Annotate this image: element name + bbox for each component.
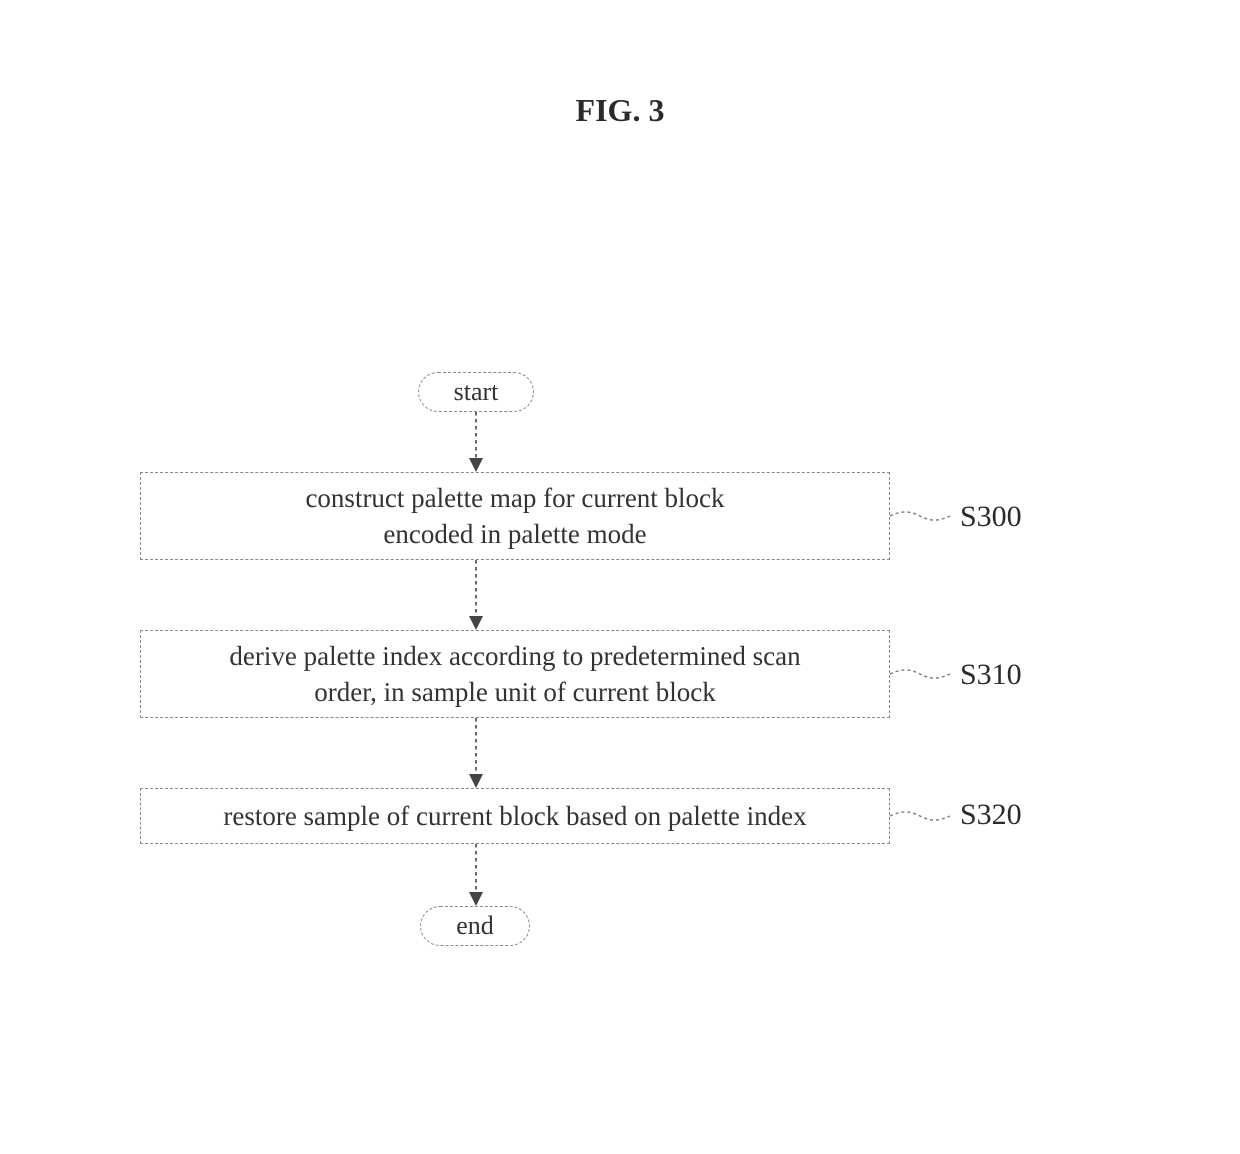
- flow-step-s310: derive palette index according to predet…: [140, 630, 890, 718]
- figure-title: FIG. 3: [0, 92, 1240, 129]
- flow-start-label: start: [454, 377, 499, 407]
- flow-step-s310-line1: derive palette index according to predet…: [229, 638, 800, 674]
- flow-start-terminator: start: [418, 372, 534, 412]
- flow-end-label: end: [456, 911, 494, 941]
- flow-step-s310-line2: order, in sample unit of current block: [314, 674, 716, 710]
- flow-step-s320-label: S320: [960, 798, 1022, 832]
- flow-step-s320-line1: restore sample of current block based on…: [223, 798, 806, 834]
- flowchart-canvas: FIG. 3 start construct palette map for c…: [0, 92, 1240, 1154]
- flow-end-terminator: end: [420, 906, 530, 946]
- flow-step-s300-label: S300: [960, 500, 1022, 534]
- flow-step-s300-line2: encoded in palette mode: [383, 516, 646, 552]
- flow-step-s300: construct palette map for current block …: [140, 472, 890, 560]
- flow-step-s300-line1: construct palette map for current block: [305, 480, 724, 516]
- flow-step-s320: restore sample of current block based on…: [140, 788, 890, 844]
- flow-step-s310-label: S310: [960, 658, 1022, 692]
- flow-connectors: [0, 92, 1240, 1154]
